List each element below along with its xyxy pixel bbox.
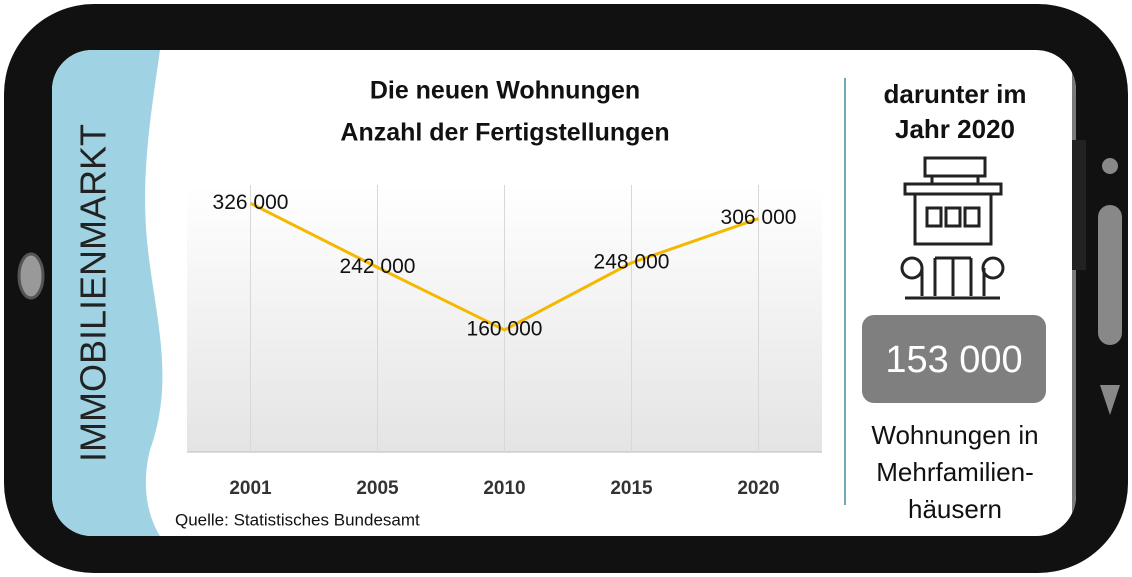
side-caption: Mehrfamilien- — [876, 457, 1034, 487]
chart-subtitle: Anzahl der Fertigstellungen — [340, 119, 669, 147]
phone-button — [1098, 205, 1122, 345]
side-caption: Wohnungen in — [871, 420, 1038, 450]
building-icon — [900, 156, 1005, 300]
data-label: 242 000 — [340, 255, 416, 278]
data-label: 248 000 — [594, 250, 670, 273]
banner-band — [52, 50, 163, 536]
x-tick-label: 2001 — [229, 478, 272, 499]
x-tick-label: 2005 — [356, 478, 399, 499]
banner-text: IMMOBILIENMARKT — [73, 124, 114, 462]
side-caption: häusern — [908, 494, 1002, 524]
data-label: 306 000 — [721, 206, 797, 229]
phone-button — [1100, 385, 1120, 415]
chart-title: Die neuen Wohnungen — [370, 77, 640, 105]
data-label: 160 000 — [467, 317, 543, 340]
side-heading: darunter im — [883, 79, 1026, 109]
side-heading: Jahr 2020 — [895, 114, 1015, 144]
x-tick-label: 2015 — [610, 478, 653, 499]
source: Quelle: Statistisches Bundesamt — [175, 510, 420, 529]
x-tick-label: 2020 — [737, 478, 779, 499]
x-tick-label: 2010 — [483, 478, 525, 499]
line — [249, 201, 759, 332]
side-button — [1072, 140, 1086, 270]
data-label: 326 000 — [213, 191, 289, 214]
side-strip — [1072, 50, 1076, 536]
phone-button — [17, 252, 45, 300]
side-number: 153 000 — [885, 339, 1022, 381]
number-box — [862, 315, 1046, 403]
phone-camera — [1102, 158, 1118, 174]
